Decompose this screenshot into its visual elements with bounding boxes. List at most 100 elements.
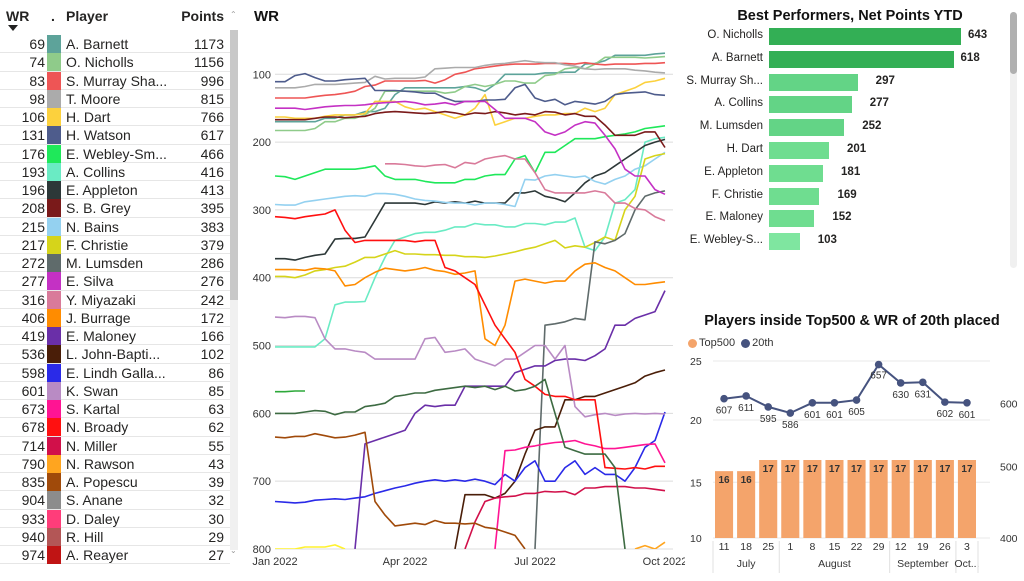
scroll-down-icon[interactable]: ⌄ xyxy=(230,546,237,555)
series-line[interactable] xyxy=(274,431,526,549)
table-row[interactable]: 673 S. Kartal 63 xyxy=(0,400,230,419)
twentieth-point[interactable] xyxy=(764,403,773,411)
series-line[interactable] xyxy=(274,151,666,208)
table-row[interactable]: 196 E. Appleton 413 xyxy=(0,181,230,200)
bar-row[interactable]: E. Appleton 181 xyxy=(690,164,1010,184)
series-line[interactable] xyxy=(494,439,666,550)
twentieth-point[interactable] xyxy=(742,392,750,400)
table-row[interactable]: 277 E. Silva 276 xyxy=(0,272,230,291)
top500-bar[interactable] xyxy=(781,460,800,538)
table-row[interactable]: 406 J. Burrage 172 xyxy=(0,308,230,327)
series-line[interactable] xyxy=(275,262,666,347)
bar[interactable] xyxy=(769,142,830,159)
top500-bar[interactable] xyxy=(935,460,954,538)
top500-bar[interactable] xyxy=(957,460,976,538)
series-line[interactable] xyxy=(385,154,666,222)
table-scrollbar-thumb[interactable] xyxy=(230,30,238,300)
series-line[interactable] xyxy=(275,110,666,148)
bar-row[interactable]: E. Maloney 152 xyxy=(690,209,1010,229)
top500-bar[interactable] xyxy=(869,460,888,538)
twentieth-point[interactable] xyxy=(830,398,839,407)
top500-bar[interactable] xyxy=(759,460,778,538)
table-row[interactable]: 790 N. Rawson 43 xyxy=(0,454,230,473)
table-row[interactable]: 272 M. Lumsden 286 xyxy=(0,254,230,273)
twentieth-point[interactable] xyxy=(786,409,795,417)
table-row[interactable]: 974 A. Reayer 27 xyxy=(0,546,230,565)
twentieth-point[interactable] xyxy=(720,394,728,403)
table-row[interactable]: 835 A. Popescu 39 xyxy=(0,473,230,492)
bar-row[interactable]: A. Barnett 618 xyxy=(690,50,1010,70)
table-row[interactable]: 74 O. Nicholls 1156 xyxy=(0,53,230,72)
top500-bar[interactable] xyxy=(913,460,932,538)
table-row[interactable]: 208 S. B. Grey 395 xyxy=(0,199,230,218)
series-line[interactable] xyxy=(274,125,666,184)
bar-row[interactable]: O. Nicholls 643 xyxy=(690,27,1010,47)
table-row[interactable]: 316 Y. Miyazaki 242 xyxy=(0,290,230,309)
scroll-up-icon[interactable]: ⌃ xyxy=(230,10,237,19)
series-line[interactable] xyxy=(275,72,666,106)
legend-item-top500[interactable]: Top500 xyxy=(688,337,735,349)
header-wr[interactable]: WR xyxy=(6,8,30,24)
top500-bar[interactable] xyxy=(825,460,844,538)
best-performers-scrollbar[interactable] xyxy=(1010,12,1017,268)
table-row[interactable]: 940 R. Hill 29 xyxy=(0,527,230,546)
table-row[interactable]: 536 L. John-Bapti... 102 xyxy=(0,345,230,364)
table-row[interactable]: 176 E. Webley-Sm... 466 xyxy=(0,144,230,163)
series-line[interactable] xyxy=(275,390,305,393)
series-line[interactable] xyxy=(274,315,666,418)
bar-row[interactable]: F. Christie 169 xyxy=(690,187,1010,207)
top500-bar[interactable] xyxy=(715,471,734,538)
twentieth-point[interactable] xyxy=(963,398,971,407)
series-line[interactable] xyxy=(275,152,666,279)
legend-item-20th[interactable]: 20th xyxy=(741,337,774,349)
series-line[interactable] xyxy=(534,190,666,549)
top500-bar[interactable] xyxy=(803,460,822,538)
series-line[interactable] xyxy=(275,77,666,126)
series-line[interactable] xyxy=(275,59,666,89)
series-line[interactable] xyxy=(275,378,626,549)
top500-bar[interactable] xyxy=(847,460,866,538)
table-row[interactable]: 598 E. Lindh Galla... 86 xyxy=(0,363,230,382)
bar[interactable] xyxy=(769,96,852,114)
bar[interactable] xyxy=(769,233,800,251)
top500-bar[interactable] xyxy=(891,460,910,538)
bar-row[interactable]: S. Murray Sh... 297 xyxy=(686,73,1010,93)
bar[interactable] xyxy=(769,119,845,137)
table-row[interactable]: 83 S. Murray Sha... 996 xyxy=(0,71,230,90)
bar[interactable] xyxy=(769,28,961,45)
series-line[interactable] xyxy=(275,544,346,549)
table-scrollbar[interactable] xyxy=(230,30,238,550)
series-line[interactable] xyxy=(634,541,666,549)
bar-row[interactable]: M. Lumsden 252 xyxy=(690,118,1010,138)
twentieth-point[interactable] xyxy=(874,360,883,369)
bar-row[interactable]: E. Webley-S... 103 xyxy=(690,232,1010,252)
header-player[interactable]: Player xyxy=(66,8,109,24)
series-line[interactable] xyxy=(275,136,666,348)
twentieth-point[interactable] xyxy=(896,379,905,387)
bar[interactable] xyxy=(769,73,858,91)
header-color[interactable]: . xyxy=(51,8,55,24)
header-points[interactable]: Points xyxy=(181,8,224,24)
series-line[interactable] xyxy=(464,485,666,549)
best-performers-scrollbar-thumb[interactable] xyxy=(1010,12,1017,74)
series-line[interactable] xyxy=(274,209,665,470)
series-line[interactable] xyxy=(275,55,666,132)
series-line[interactable] xyxy=(275,100,666,196)
sort-desc-icon[interactable] xyxy=(8,25,18,31)
bar[interactable] xyxy=(769,50,954,68)
table-row[interactable]: 217 F. Christie 379 xyxy=(0,235,230,254)
table-row[interactable]: 106 H. Dart 766 xyxy=(0,108,230,127)
table-row[interactable]: 193 A. Collins 416 xyxy=(0,162,230,181)
twentieth-point[interactable] xyxy=(852,396,861,404)
table-row[interactable]: 419 E. Maloney 166 xyxy=(0,327,230,346)
twentieth-point[interactable] xyxy=(941,398,949,406)
bar[interactable] xyxy=(769,210,815,228)
table-row[interactable]: 678 N. Broady 62 xyxy=(0,418,230,437)
twentieth-point[interactable] xyxy=(808,398,817,407)
table-row[interactable]: 601 K. Swan 85 xyxy=(0,381,230,400)
bar-row[interactable]: A. Collins 277 xyxy=(690,95,1010,115)
table-row[interactable]: 69 A. Barnett 1173 xyxy=(0,35,230,54)
series-line[interactable] xyxy=(275,138,666,261)
bar[interactable] xyxy=(769,187,820,205)
series-line[interactable] xyxy=(454,369,666,549)
